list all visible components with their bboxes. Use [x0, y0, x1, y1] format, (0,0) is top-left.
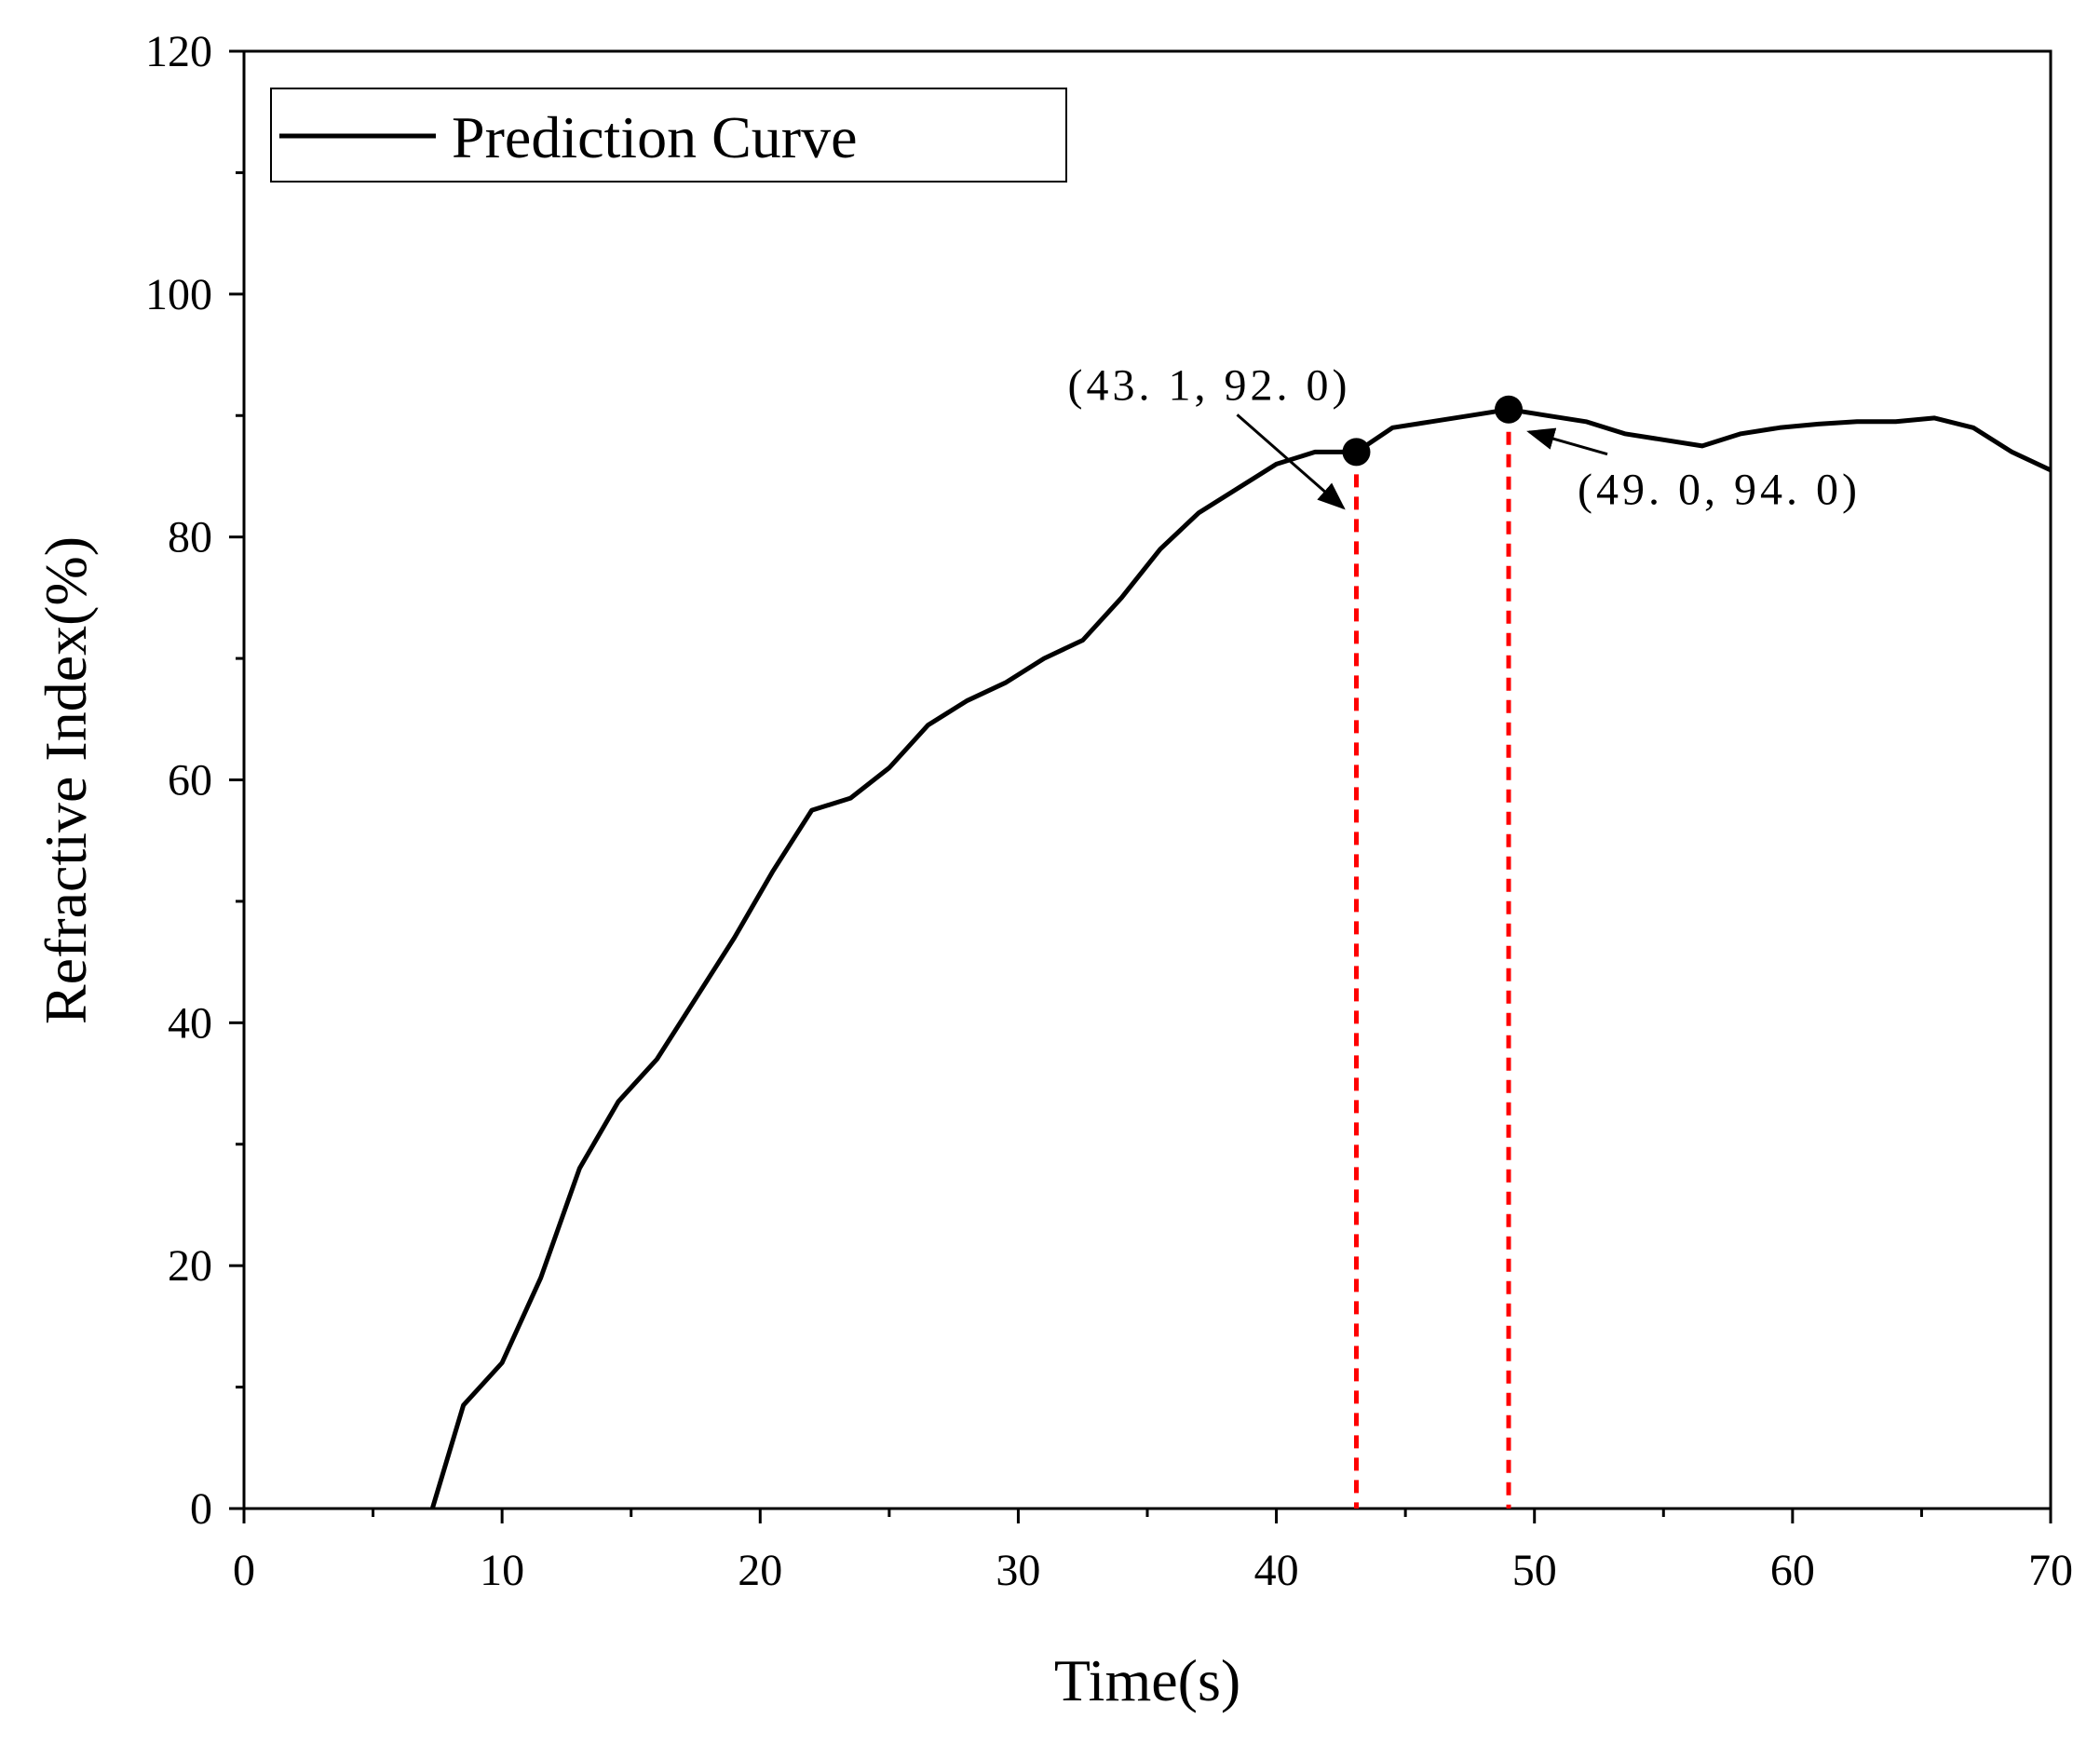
annotation-point: [1342, 438, 1371, 467]
x-tick-label: 0: [233, 1546, 255, 1595]
tick-labels: 0 10 20 30 40 50 60 70 0 20 40 60 80 100 120: [145, 27, 2073, 1595]
y-tick-label: 0: [190, 1484, 212, 1534]
x-axis-title: Time(s): [1054, 1647, 1240, 1713]
y-tick-label: 40: [168, 998, 212, 1048]
x-tick-label: 30: [996, 1546, 1040, 1595]
legend: Prediction Curve: [270, 88, 1067, 183]
annotation-arrow: [1236, 413, 1346, 510]
x-tick-label: 20: [738, 1546, 782, 1595]
reference-lines: [1353, 409, 1511, 1509]
plot-area: [242, 49, 2053, 1510]
annotation-label: (49. 0, 94. 0): [1578, 466, 1861, 515]
axis-ticks: [229, 49, 2053, 1523]
annotation-point: [1495, 395, 1523, 424]
y-tick-label: 100: [145, 270, 212, 319]
y-tick-label: 20: [168, 1241, 212, 1291]
y-tick-label: 80: [168, 513, 212, 562]
x-tick-label: 60: [1770, 1546, 1815, 1595]
series-line-prediction-curve: [429, 407, 2053, 1509]
legend-label: Prediction Curve: [452, 104, 857, 170]
x-tick-label: 40: [1254, 1546, 1299, 1595]
y-tick-label: 60: [168, 756, 212, 805]
x-tick-label: 50: [1512, 1546, 1557, 1595]
x-tick-label: 70: [2028, 1546, 2073, 1595]
annotation-label: (43. 1, 92. 0): [1067, 360, 1350, 410]
annotation-arrow: [1526, 427, 1608, 456]
x-tick-label: 10: [480, 1546, 524, 1595]
y-axis-title: Refractive Index(%): [33, 536, 99, 1024]
series-layer: [429, 407, 2053, 1509]
y-tick-label: 120: [145, 27, 212, 76]
annotations: (43. 1, 92. 0) (49. 0, 94. 0): [1067, 360, 1861, 515]
